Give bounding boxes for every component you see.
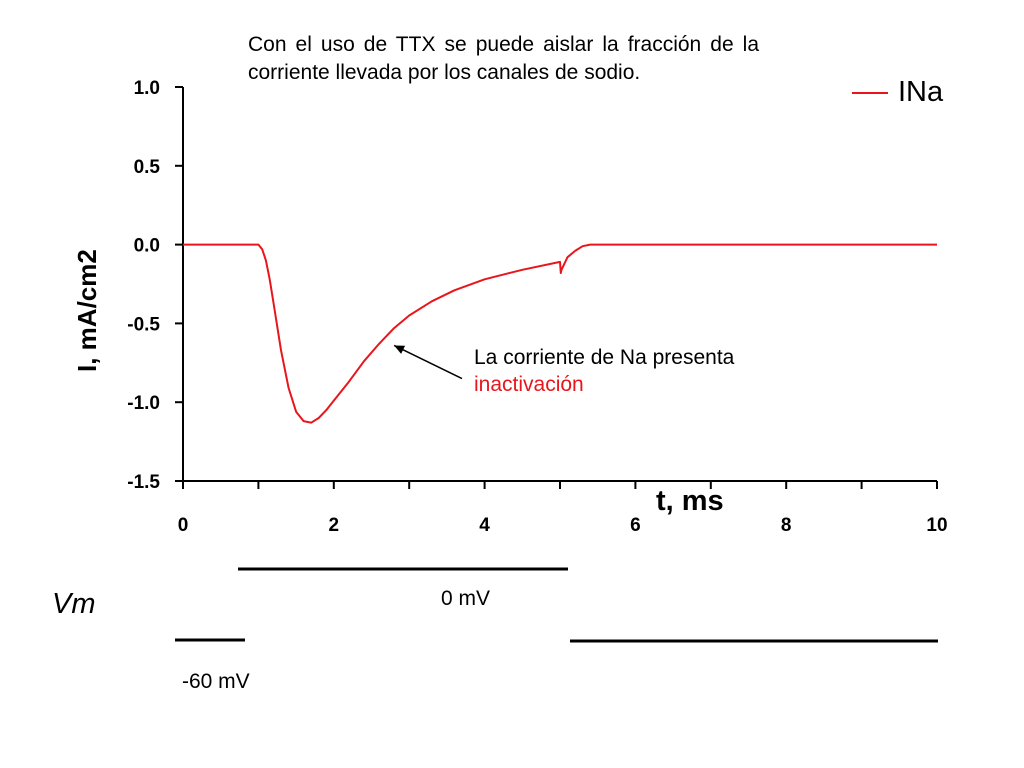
- x-tick-label: 0: [178, 515, 189, 536]
- chart-tick-labels: 0 2 4 6 8 10 1.0 0.5 0.0 -0.5 -1.0 -1.5: [127, 78, 947, 536]
- annotation-line1: La corriente de Na presenta: [474, 346, 735, 369]
- annotation-arrow: [393, 344, 463, 380]
- y-tick-label: -0.5: [127, 314, 160, 335]
- y-tick-label: 0.5: [134, 157, 161, 178]
- legend: INa: [852, 76, 943, 109]
- vm-label: Vm: [52, 588, 96, 620]
- x-tick-label: 10: [926, 515, 947, 536]
- chart-series: [183, 243, 937, 424]
- legend-series-name: INa: [898, 76, 944, 108]
- x-axis-label: t, ms: [656, 485, 724, 517]
- x-tick-label: 4: [479, 515, 490, 536]
- chart-ticks: [175, 86, 938, 489]
- chart-axes: [182, 87, 937, 482]
- x-tick-label: 8: [781, 515, 792, 536]
- holding-voltage-label: -60 mV: [182, 670, 250, 693]
- y-tick-label: 1.0: [134, 78, 160, 99]
- legend-swatch: [852, 91, 888, 94]
- y-axis-label: I, mA/cm2: [72, 249, 102, 372]
- y-tick-label: 0.0: [134, 236, 160, 257]
- x-tick-label: 6: [630, 515, 641, 536]
- y-tick-label: -1.0: [127, 393, 160, 414]
- voltage-protocol: [175, 567, 938, 643]
- description-text: Con el uso de TTX se puede aislar la fra…: [248, 33, 759, 84]
- annotation-text: La corriente de Na presenta inactivación: [474, 344, 734, 398]
- annotation-arrow-shaft: [393, 344, 463, 380]
- series-line-ina: [183, 243, 937, 424]
- y-tick-label: -1.5: [127, 472, 160, 493]
- step-voltage-label: 0 mV: [441, 587, 491, 610]
- annotation-highlight: inactivación: [474, 373, 584, 396]
- x-tick-label: 2: [329, 515, 340, 536]
- annotation-arrow-head: [394, 345, 406, 354]
